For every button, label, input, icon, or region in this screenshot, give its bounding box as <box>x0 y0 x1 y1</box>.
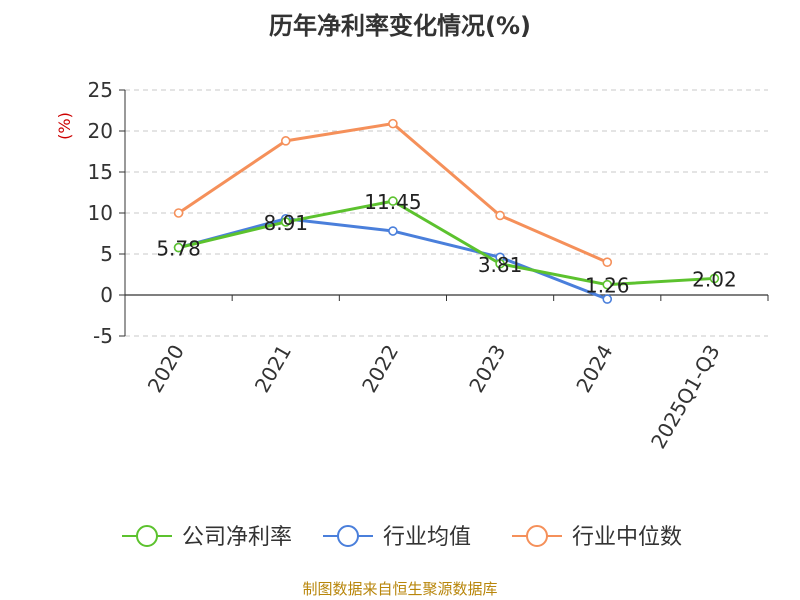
data-point <box>280 217 291 227</box>
data-point <box>709 273 720 284</box>
series-line <box>178 199 715 287</box>
y-tick-label: 20 <box>88 119 113 143</box>
grid-lines <box>125 89 768 337</box>
legend-marker <box>526 525 548 547</box>
x-tick-label: 2023 <box>464 341 510 397</box>
data-label: 8.91 <box>263 211 308 235</box>
data-label: 5.78 <box>156 237 201 261</box>
data-point <box>280 136 291 146</box>
y-tick-label: -5 <box>93 324 113 348</box>
legend-marker <box>136 525 158 547</box>
series-points <box>173 118 720 304</box>
x-tick-label: 2021 <box>250 341 296 397</box>
data-label: 1.26 <box>585 274 630 298</box>
y-axis-unit: (%) <box>55 112 74 140</box>
source-note: 制图数据来自恒生聚源数据库 <box>302 580 498 598</box>
x-tick-label: 2025Q1-Q3 <box>646 341 725 453</box>
data-point <box>602 279 613 290</box>
legend-label: 行业均值 <box>383 525 471 550</box>
x-tick-label: 2020 <box>143 341 189 397</box>
y-tick-label: 25 <box>88 78 113 102</box>
x-tick-label: 2022 <box>357 341 403 397</box>
x-tick-label: 2024 <box>571 341 617 397</box>
y-tick-label: 0 <box>100 283 113 307</box>
legend-marker <box>337 525 359 547</box>
data-labels: 5.78 8.91 11.45 3.81 1.26 2.02 <box>156 190 736 298</box>
data-point <box>388 226 398 236</box>
y-tick-label: 5 <box>100 242 113 266</box>
data-point <box>388 196 398 206</box>
data-point <box>173 242 184 253</box>
data-point <box>602 294 613 304</box>
y-tick-label: 10 <box>88 201 113 225</box>
y-tick-label: 15 <box>88 160 113 184</box>
data-point <box>388 118 398 129</box>
data-label: 11.45 <box>364 190 421 214</box>
series-lines <box>177 122 715 301</box>
chart-title: 历年净利率变化情况(%) <box>269 12 531 40</box>
data-label: 2.02 <box>692 267 737 291</box>
data-point <box>495 210 505 221</box>
x-axis-ticks: 2020 2021 2022 2023 2024 2025Q1-Q3 <box>124 295 769 453</box>
data-label: 3.81 <box>478 253 523 277</box>
legend-label: 公司净利率 <box>182 525 292 550</box>
data-point <box>495 258 505 269</box>
data-point <box>173 208 184 218</box>
y-axis-ticks: 25 20 15 10 5 0 -5 <box>88 78 125 348</box>
legend-label: 行业中位数 <box>572 525 682 550</box>
data-point <box>602 257 613 268</box>
legend: 公司净利率 行业均值 行业中位数 <box>122 525 682 550</box>
